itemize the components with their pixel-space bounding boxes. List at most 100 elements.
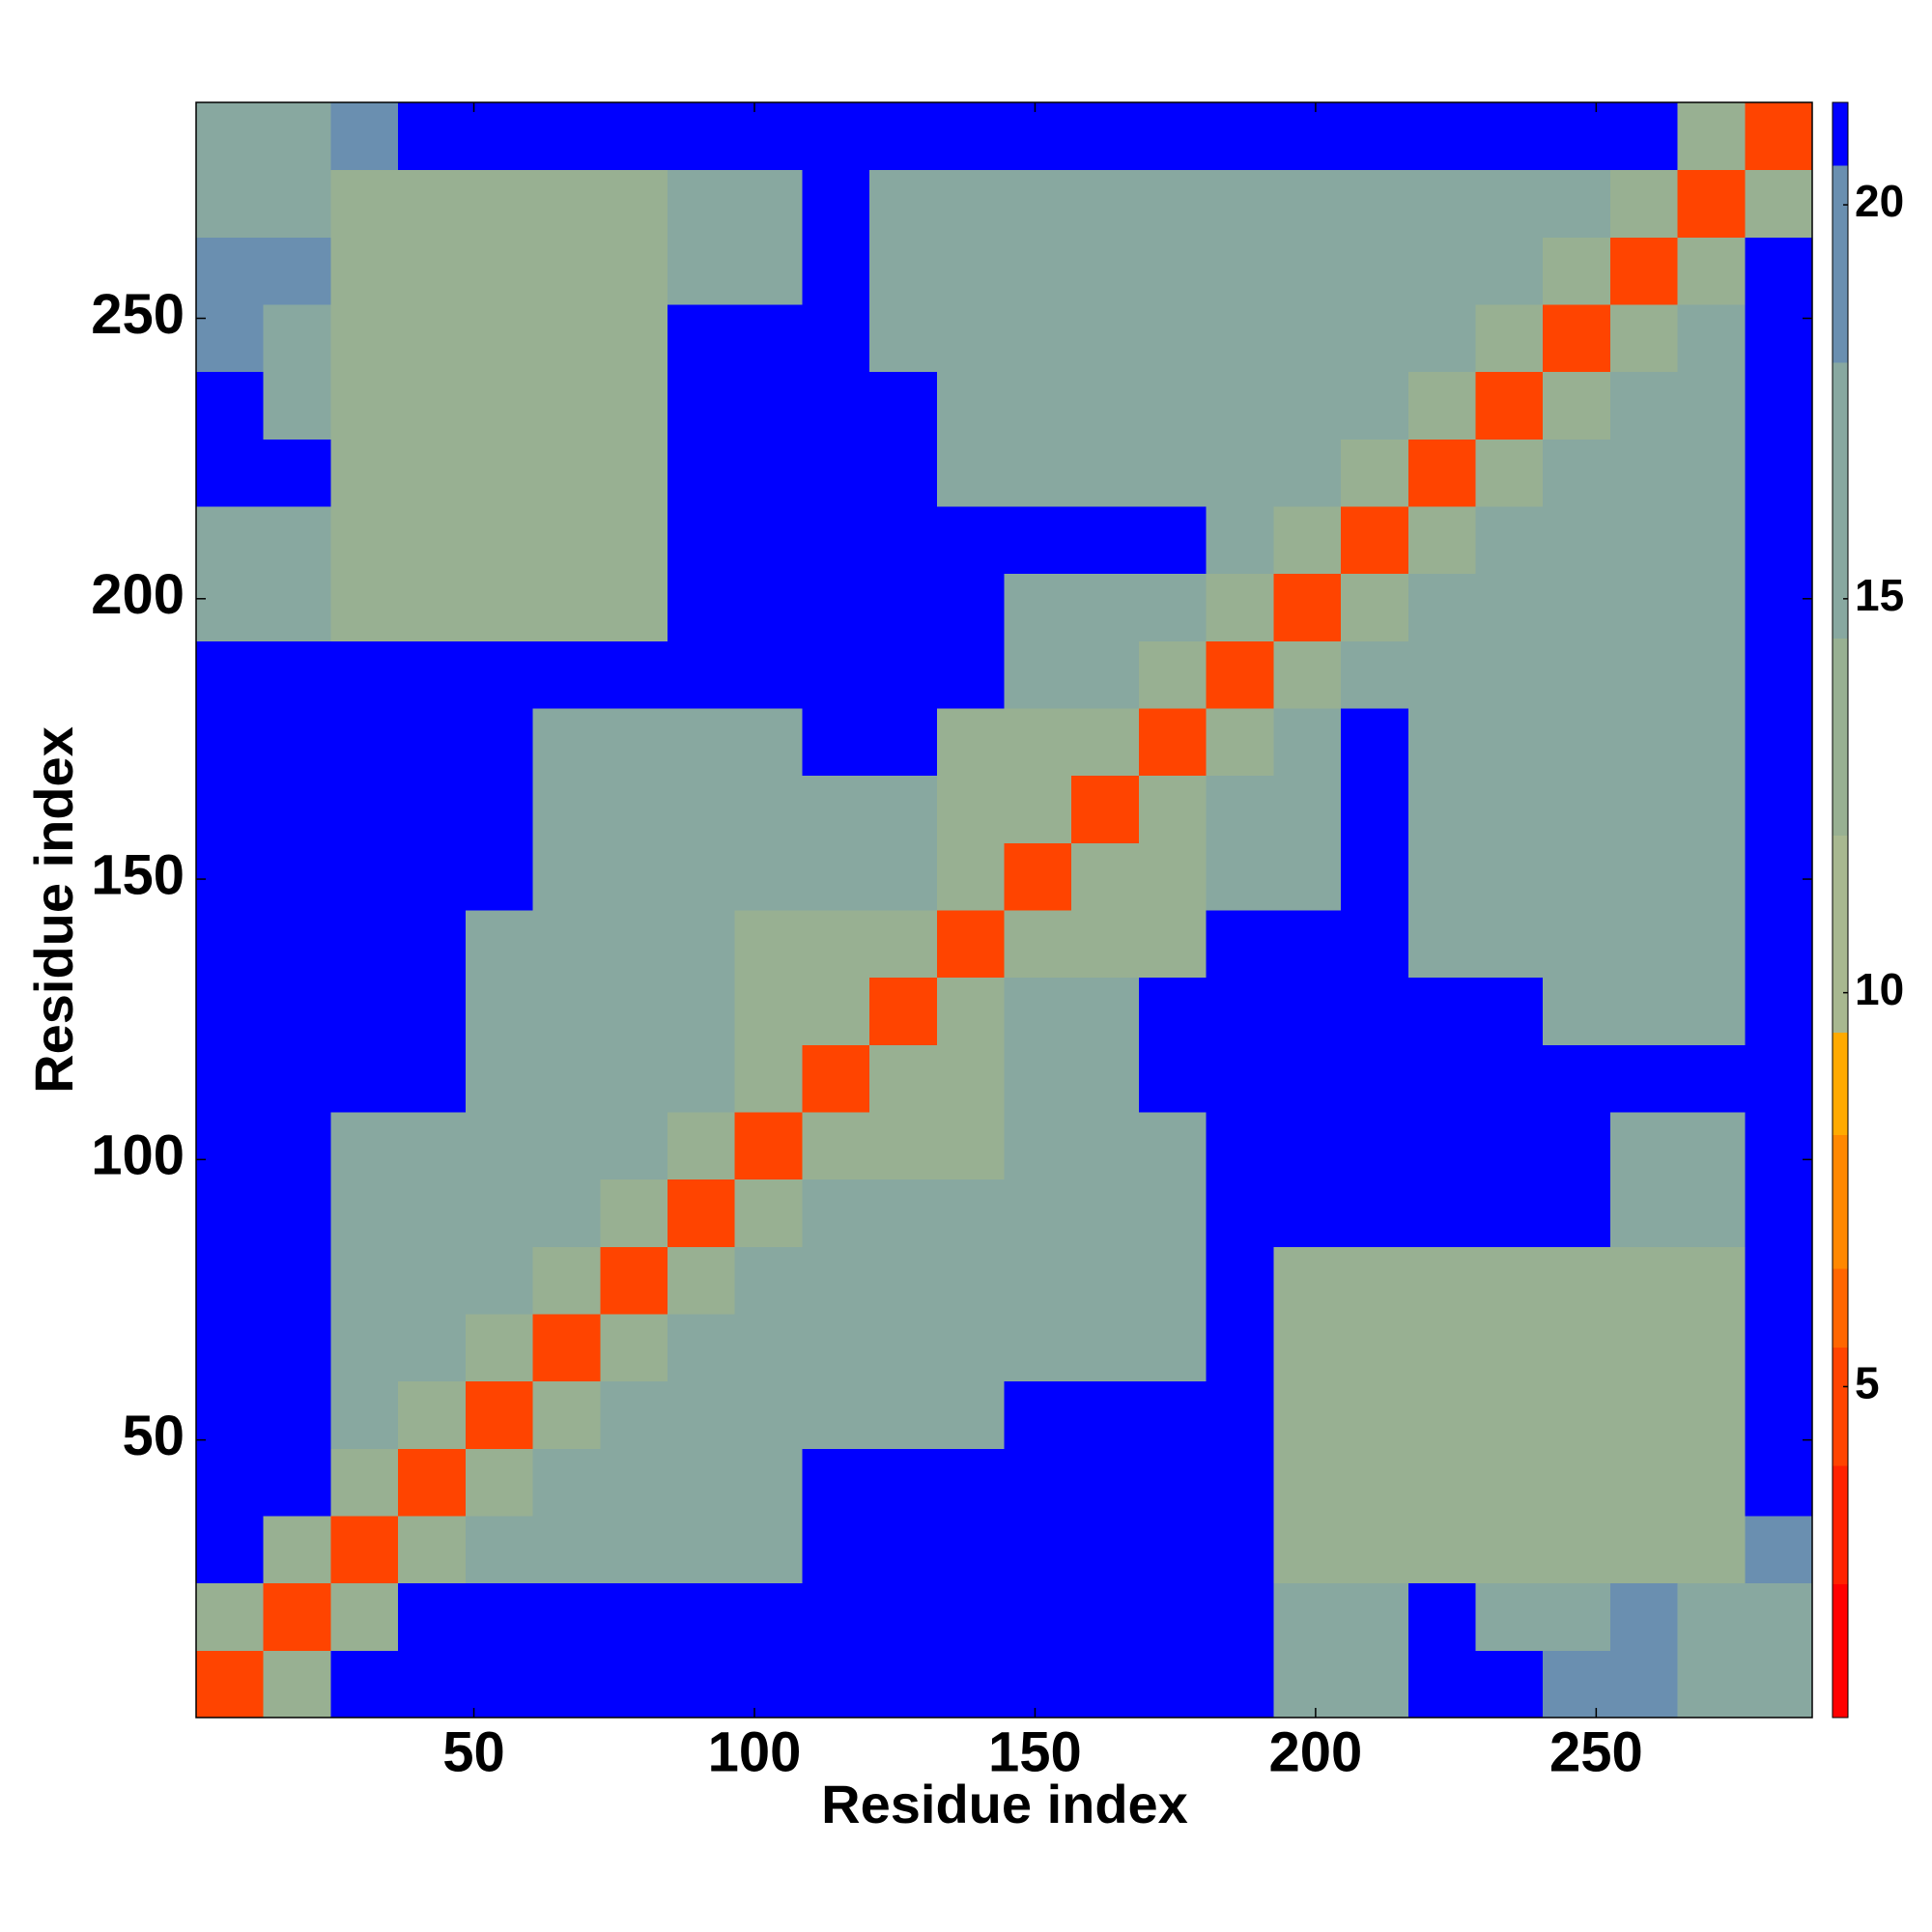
heatmap-cell [936, 1582, 1005, 1651]
heatmap-cell [330, 1582, 399, 1651]
heatmap-cell [734, 439, 803, 507]
heatmap-cell [600, 1314, 668, 1382]
heatmap-cell [196, 304, 265, 373]
heatmap-cell [936, 1314, 1005, 1382]
heatmap-cell [1341, 977, 1409, 1045]
heatmap-cell [1543, 842, 1611, 911]
colorbar-frame [1832, 101, 1849, 1719]
heatmap-cell [263, 1112, 331, 1180]
heatmap-cell [532, 1380, 601, 1449]
heatmap-cell [1407, 102, 1476, 171]
y-tick-label: 250 [91, 283, 185, 346]
heatmap-cell [1407, 371, 1476, 440]
heatmap-cell [802, 910, 870, 979]
heatmap-cell [1273, 640, 1342, 709]
heatmap-cell [667, 371, 736, 440]
heatmap-cell [869, 1516, 938, 1584]
heatmap-cell [398, 102, 467, 171]
heatmap-cell [1745, 237, 1813, 305]
heatmap-cell [802, 1380, 870, 1449]
heatmap-cell [1071, 977, 1140, 1045]
heatmap-cell [1543, 1112, 1611, 1180]
heatmap-cell [600, 169, 668, 238]
heatmap-cell [1543, 169, 1611, 238]
heatmap-cell [263, 640, 331, 709]
heatmap-cell [196, 1314, 265, 1382]
heatmap-cell [398, 169, 467, 238]
heatmap-cell [330, 708, 399, 777]
colorbar-band [1833, 1032, 1848, 1135]
heatmap-cell [869, 1448, 938, 1517]
heatmap-cell [330, 1650, 399, 1719]
heatmap-cell [1745, 1582, 1813, 1651]
heatmap-cell [532, 708, 601, 777]
heatmap-cell [330, 304, 399, 373]
heatmap-cell [1341, 708, 1409, 777]
heatmap-cell [1609, 573, 1679, 641]
heatmap-cell [1071, 102, 1140, 171]
heatmap-cell [532, 640, 601, 709]
heatmap-cell [263, 842, 331, 911]
heatmap-cell [734, 1448, 803, 1517]
heatmap-cell [600, 708, 668, 777]
heatmap-cell [1004, 169, 1072, 238]
heatmap-cell [1475, 1179, 1544, 1247]
heatmap-cell [1273, 1314, 1342, 1382]
heatmap-cell [1004, 1650, 1072, 1719]
heatmap-cell [1273, 102, 1342, 171]
heatmap-cell [869, 371, 938, 440]
heatmap-cell [734, 1650, 803, 1719]
heatmap-cell [1138, 842, 1208, 911]
heatmap-cell [1745, 439, 1813, 507]
heatmap-cell [667, 1380, 736, 1449]
heatmap-cell [734, 371, 803, 440]
heatmap-cell [936, 775, 1005, 843]
heatmap-cell [1273, 842, 1342, 911]
heatmap-cell [802, 1044, 870, 1113]
heatmap-cell [1206, 573, 1274, 641]
heatmap-cell [1745, 1044, 1813, 1113]
heatmap-cell [1206, 371, 1274, 440]
heatmap-cell [263, 977, 331, 1045]
heatmap-cell [1407, 708, 1476, 777]
heatmap-cell [734, 775, 803, 843]
heatmap-cell [1475, 1650, 1544, 1719]
heatmap-cell [869, 842, 938, 911]
heatmap-cell [196, 1650, 265, 1719]
heatmap-cell [1609, 977, 1679, 1045]
heatmap-cell [330, 842, 399, 911]
heatmap-cell [1206, 439, 1274, 507]
heatmap-cell [869, 775, 938, 843]
colorbar-band [1833, 638, 1848, 837]
heatmap-cell [802, 1112, 870, 1180]
heatmap-cell [263, 102, 331, 171]
heatmap-cell [1206, 1112, 1274, 1180]
heatmap-cell [1138, 977, 1208, 1045]
heatmap-cell [1475, 1582, 1544, 1651]
heatmap-cell [600, 237, 668, 305]
heatmap-cell [1071, 1582, 1140, 1651]
y-tick-label: 200 [91, 563, 185, 626]
heatmap-cell [936, 439, 1005, 507]
heatmap-cell [1677, 708, 1746, 777]
heatmap-cell [869, 977, 938, 1045]
heatmap-cell [532, 304, 601, 373]
heatmap-cell [1543, 1582, 1611, 1651]
heatmap-cell [1004, 1582, 1072, 1651]
heatmap-cell [532, 439, 601, 507]
heatmap-cell [1138, 1314, 1208, 1382]
heatmap-cell [802, 1516, 870, 1584]
heatmap-cell [1341, 1650, 1409, 1719]
heatmap-cell [1004, 237, 1072, 305]
heatmap-cell [1745, 1246, 1813, 1315]
heatmap-cell [1341, 1582, 1409, 1651]
colorbar-band [1833, 1465, 1848, 1584]
x-tick-label: 200 [1269, 1720, 1363, 1783]
heatmap-cell [734, 640, 803, 709]
heatmap-cell [1475, 775, 1544, 843]
heatmap-cell [263, 1516, 331, 1584]
heatmap-cell [465, 1380, 534, 1449]
heatmap-cell [1677, 169, 1746, 238]
heatmap-cell [802, 169, 870, 238]
